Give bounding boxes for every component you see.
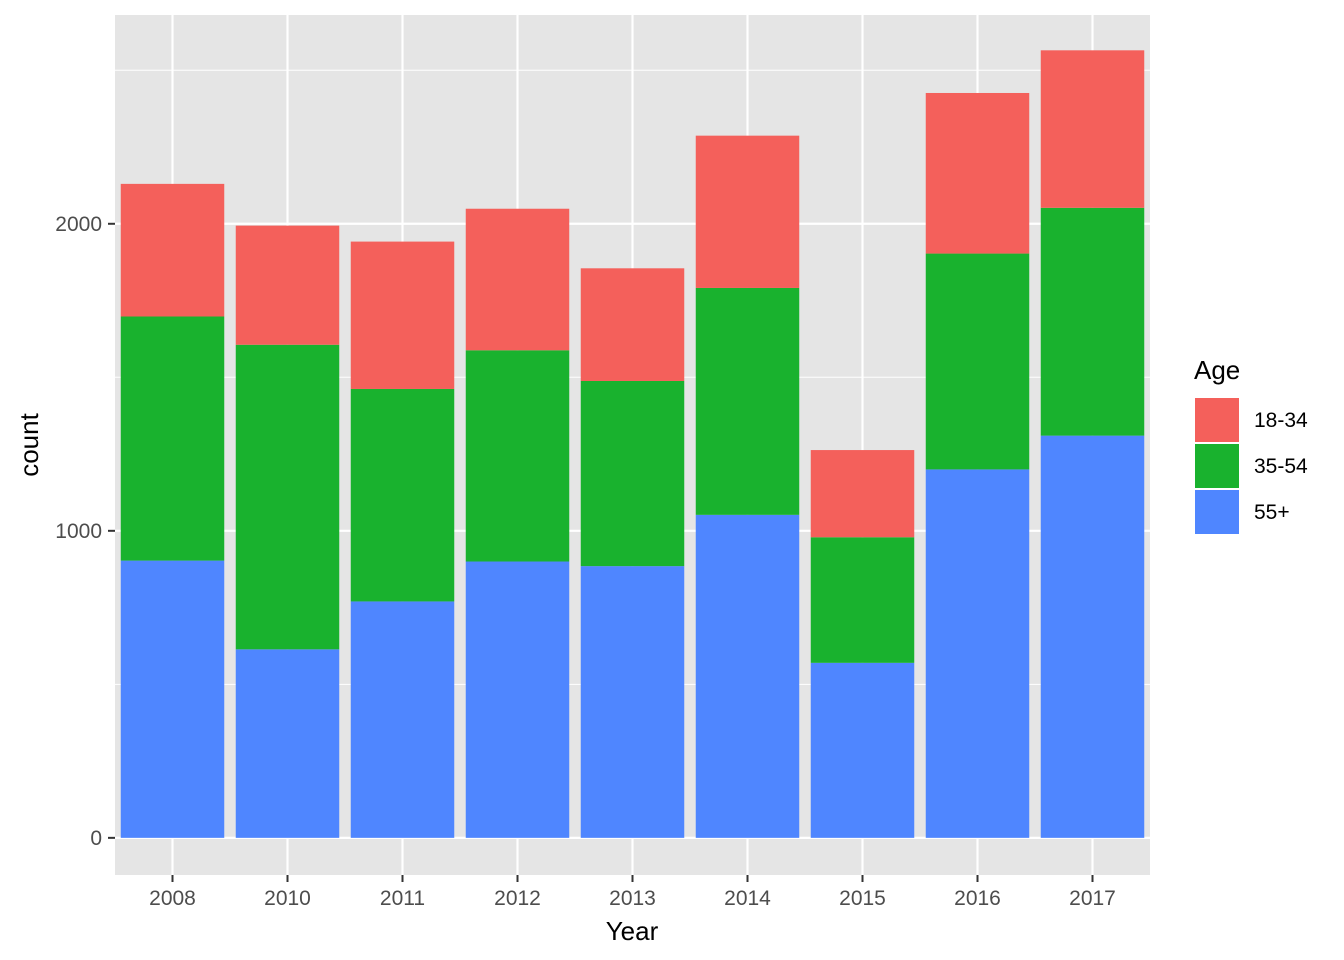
legend-key-35-54: [1193, 442, 1241, 490]
bar-35-54-2013: [580, 380, 685, 567]
bar-18-34-2011: [350, 241, 455, 389]
axes: 0 1000 2000 2008 2010 2011 2012 2013 2014 2015 201…: [55, 213, 1116, 910]
x-tick-label: 2011: [380, 887, 425, 910]
legend-label: 55+: [1254, 501, 1290, 524]
bar-55+-2010: [235, 649, 340, 838]
bar-35-54-2008: [120, 316, 225, 561]
bar-35-54-2015: [810, 537, 915, 663]
y-tick-label: 1000: [55, 520, 102, 543]
bar-55+-2013: [580, 566, 685, 838]
y-tick-label: 2000: [55, 213, 102, 236]
legend: Age 18-34 35-54 55+: [1193, 355, 1308, 536]
bar-18-34-2017: [1040, 50, 1145, 208]
bar-55+-2015: [810, 662, 915, 838]
x-tick-label: 2015: [839, 887, 886, 910]
legend-label: 35-54: [1254, 455, 1308, 478]
bar-55+-2014: [695, 514, 800, 838]
x-tick-label: 2016: [954, 887, 1001, 910]
bar-55+-2008: [120, 560, 225, 838]
bar-18-34-2012: [465, 208, 570, 351]
y-tick-label: 0: [90, 827, 102, 850]
bar-55+-2016: [925, 469, 1030, 838]
bar-18-34-2013: [580, 268, 685, 381]
x-tick-label: 2014: [724, 887, 771, 910]
bar-18-34-2008: [120, 183, 225, 317]
legend-label: 18-34: [1254, 409, 1308, 432]
bar-18-34-2016: [925, 92, 1030, 254]
bar-35-54-2011: [350, 388, 455, 602]
bar-55+-2017: [1040, 435, 1145, 838]
x-tick-label: 2012: [494, 887, 541, 910]
legend-key-18-34: [1193, 396, 1241, 444]
legend-items: 18-34 35-54 55+: [1193, 396, 1308, 536]
bar-35-54-2014: [695, 287, 800, 515]
bar-35-54-2012: [465, 350, 570, 562]
y-axis-title: count: [14, 412, 44, 476]
bar-18-34-2015: [810, 450, 915, 538]
legend-key-55+: [1193, 488, 1241, 536]
x-tick-label: 2013: [609, 887, 656, 910]
bar-35-54-2010: [235, 344, 340, 650]
bar-35-54-2016: [925, 253, 1030, 470]
bars: [120, 50, 1145, 838]
bar-18-34-2010: [235, 225, 340, 345]
bar-18-34-2014: [695, 135, 800, 288]
x-tick-label: 2010: [264, 887, 311, 910]
bar-55+-2011: [350, 601, 455, 838]
x-axis-title: Year: [606, 916, 659, 946]
legend-title: Age: [1194, 355, 1240, 385]
x-tick-label: 2017: [1069, 887, 1116, 910]
bar-35-54-2017: [1040, 207, 1145, 436]
bar-55+-2012: [465, 561, 570, 838]
x-tick-label: 2008: [149, 887, 196, 910]
